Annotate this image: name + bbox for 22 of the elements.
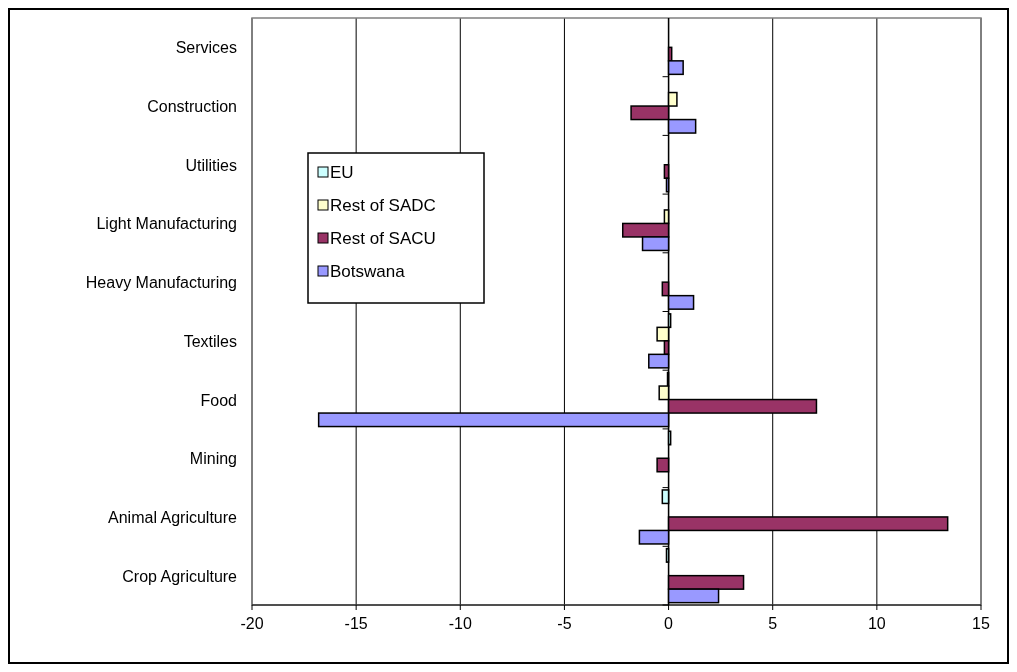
x-tick-label: -5 — [557, 615, 572, 632]
legend-label: Botswana — [330, 262, 406, 281]
x-tick-label: -10 — [448, 615, 472, 632]
legend-label: Rest of SACU — [330, 229, 436, 248]
x-tick-label: 5 — [768, 615, 778, 632]
y-tick-label: Crop Agriculture — [122, 567, 238, 585]
y-tick-label: Utilities — [185, 156, 237, 174]
x-tick-label: 0 — [664, 615, 674, 632]
x-tick-label: 10 — [867, 615, 886, 632]
y-tick-label: Animal Agriculture — [108, 508, 238, 526]
y-tick-label: Light Manufacturing — [96, 215, 237, 233]
y-tick-label: Textiles — [183, 332, 237, 350]
x-tick-label: -15 — [344, 615, 368, 632]
legend-label: Rest of SADC — [330, 196, 436, 215]
legend-label: EU — [330, 163, 354, 182]
y-tick-label: Services — [175, 39, 237, 57]
y-tick-label: Mining — [189, 450, 237, 468]
x-tick-label: 15 — [972, 615, 990, 632]
x-tick-label: -20 — [240, 615, 264, 632]
y-tick-label: Heavy Manufacturing — [85, 274, 237, 292]
y-tick-label: Construction — [147, 98, 237, 116]
y-tick-label: Food — [200, 391, 237, 409]
